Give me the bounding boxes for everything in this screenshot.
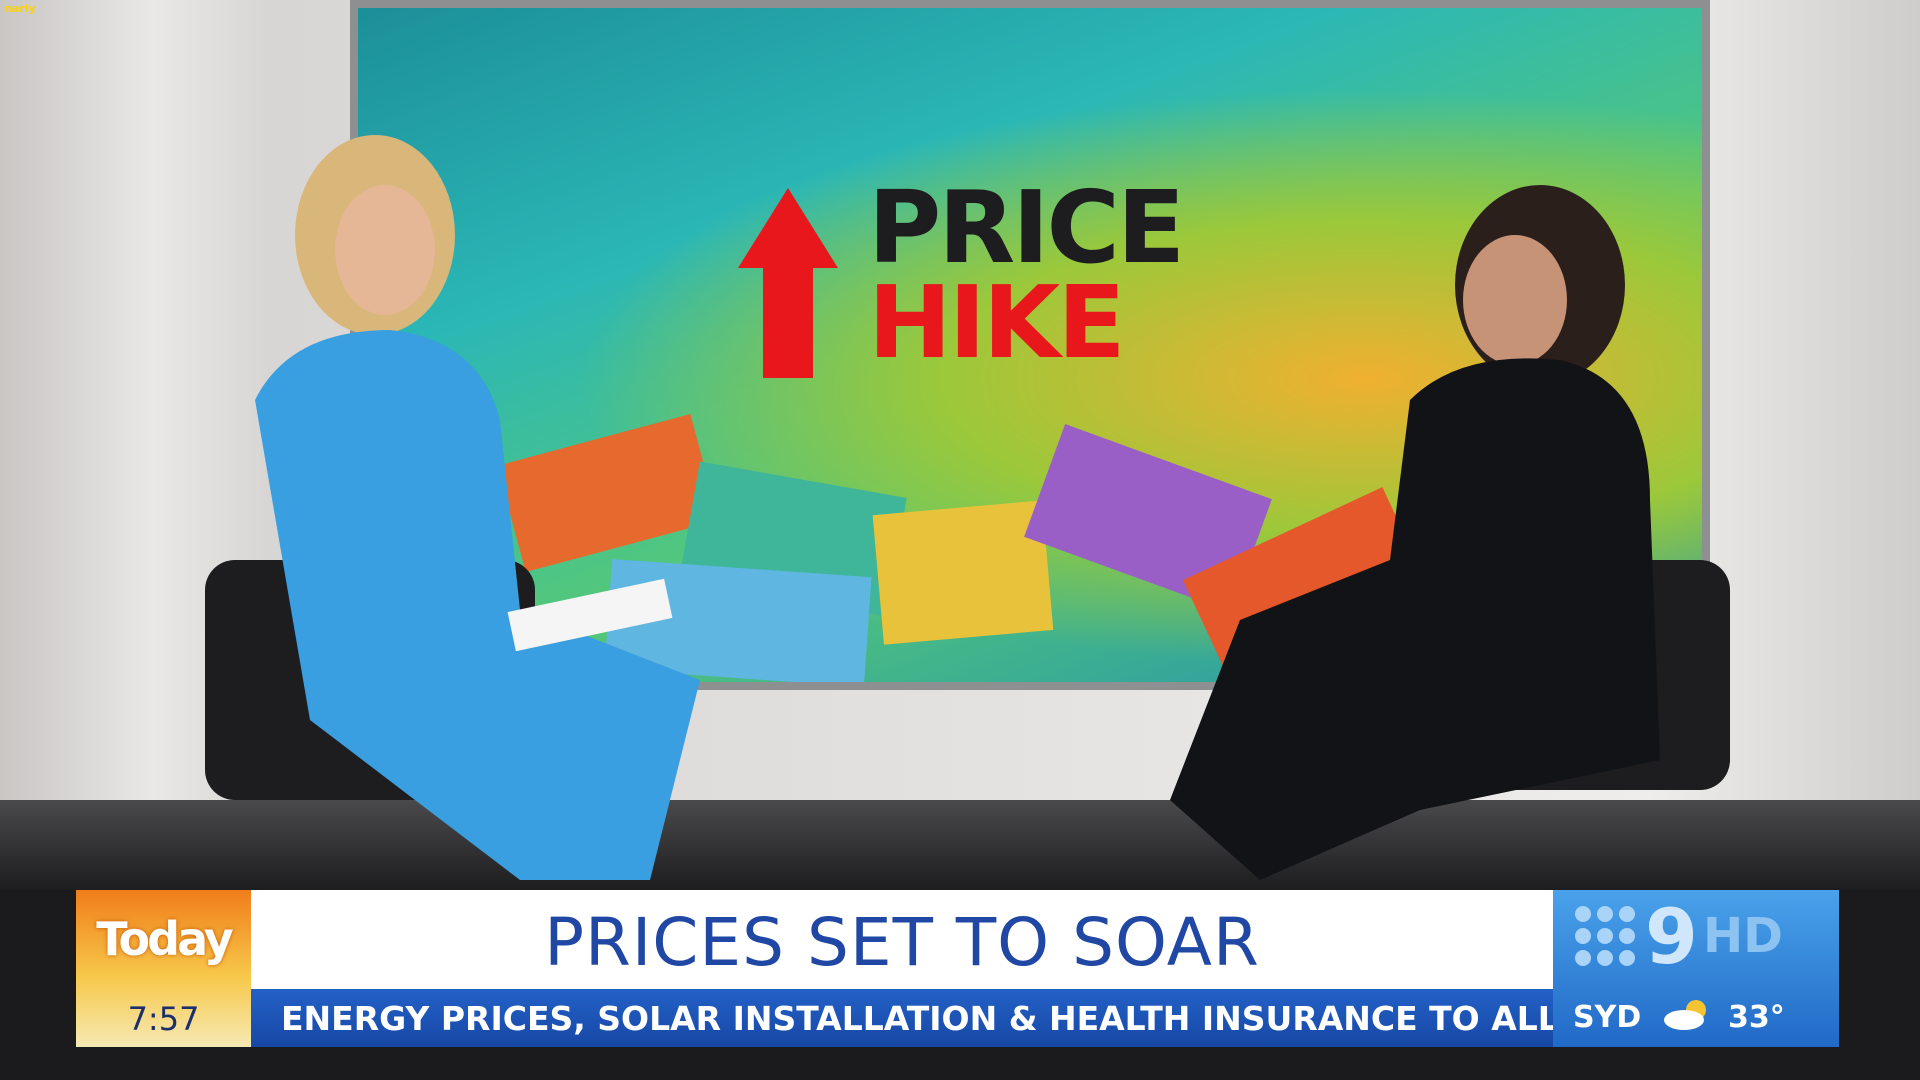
banknotes xyxy=(497,413,1434,682)
screen-text: PRICE xyxy=(868,169,1185,286)
watermark: narly xyxy=(4,2,36,15)
ticker-bar: ENERGY PRICES, SOLAR INSTALLATION & HEAL… xyxy=(251,989,1654,1047)
weather-icon xyxy=(1664,1000,1706,1030)
screen-graphic xyxy=(497,188,1434,682)
screen-text: HIKE xyxy=(868,264,1126,381)
network-box: 9 HD SYD 33° xyxy=(1553,890,1839,1047)
temperature: 33° xyxy=(1728,1000,1785,1035)
network-logo: 9 xyxy=(1645,892,1698,981)
network-dots xyxy=(1575,906,1635,966)
logo-text: Today xyxy=(96,912,233,966)
quality-badge: HD xyxy=(1703,908,1784,964)
headline-bar: PRICES SET TO SOAR xyxy=(251,890,1553,989)
show-logo: Today 7:57 xyxy=(76,890,251,1047)
people xyxy=(205,135,1730,880)
clock: 7:57 xyxy=(127,1000,200,1038)
ticker-text: ENERGY PRICES, SOLAR INSTALLATION & HEAL… xyxy=(281,999,1655,1038)
studio-floor xyxy=(0,800,1920,890)
up-arrow xyxy=(738,188,838,378)
host-left xyxy=(205,135,700,880)
headline: PRICES SET TO SOAR xyxy=(544,904,1260,981)
city: SYD xyxy=(1573,1000,1642,1035)
guest-right xyxy=(1170,185,1730,880)
